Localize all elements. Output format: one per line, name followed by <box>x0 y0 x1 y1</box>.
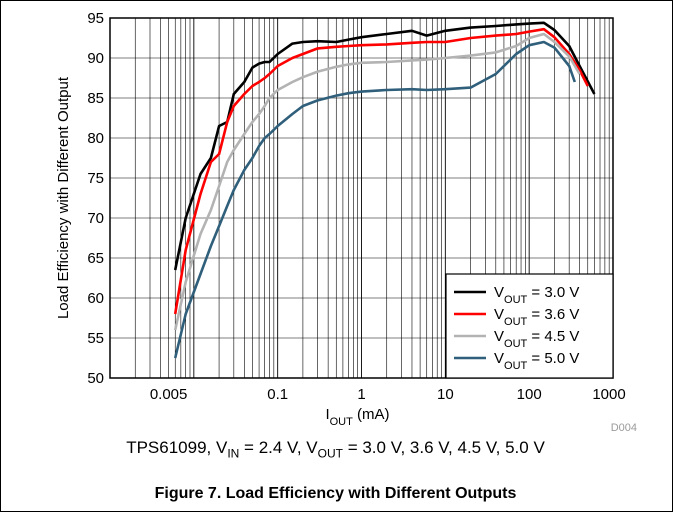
y-tick-label: 55 <box>87 330 104 347</box>
x-axis-label: IOUT (mA) <box>325 406 389 428</box>
caption-suffix: = 3.0 V, 3.6 V, 4.5 V, 5.0 V <box>342 438 545 457</box>
chart-caption: TPS61099, VIN = 2.4 V, VOUT = 3.0 V, 3.6… <box>0 438 671 460</box>
caption-prefix: TPS61099, V <box>126 438 228 457</box>
series-line-2 <box>173 27 589 315</box>
x-tick-label: 0.005 <box>150 386 188 403</box>
y-tick-label: 90 <box>87 50 104 67</box>
x-tick-label: 1000 <box>592 386 625 403</box>
y-tick-label: 60 <box>87 290 104 307</box>
caption-sub-out: OUT <box>317 446 343 461</box>
plot-border <box>109 17 614 379</box>
y-axis-label: Load Efficiency with Different Output <box>55 76 72 319</box>
series-line-1 <box>173 21 596 271</box>
y-tick-label: 85 <box>87 90 104 107</box>
y-tick-label: 70 <box>87 210 104 227</box>
series-layer <box>173 21 596 359</box>
y-tick-label: 75 <box>87 170 104 187</box>
series-line-4 <box>173 40 577 359</box>
x-tick-label: 0.1 <box>267 386 288 403</box>
x-tick-label: 100 <box>517 386 542 403</box>
figure-title: Figure 7. Load Efficiency with Different… <box>154 485 517 502</box>
caption-sub-in: IN <box>227 446 240 461</box>
y-tick-label: 95 <box>87 10 104 27</box>
tick-labels: 50 55 60 65 70 75 80 85 90 95 0.005 0.1 1 10 100 1000 <box>87 10 625 403</box>
y-tick-label: 80 <box>87 130 104 147</box>
y-tick-label: 65 <box>87 250 104 267</box>
caption-mid: = 2.4 V, V <box>239 438 318 457</box>
y-tick-label: 50 <box>87 370 104 387</box>
x-tick-label: 10 <box>437 386 454 403</box>
x-tick-label: 1 <box>357 386 365 403</box>
figure-id: D004 <box>611 422 637 434</box>
series-line-3 <box>173 32 581 331</box>
